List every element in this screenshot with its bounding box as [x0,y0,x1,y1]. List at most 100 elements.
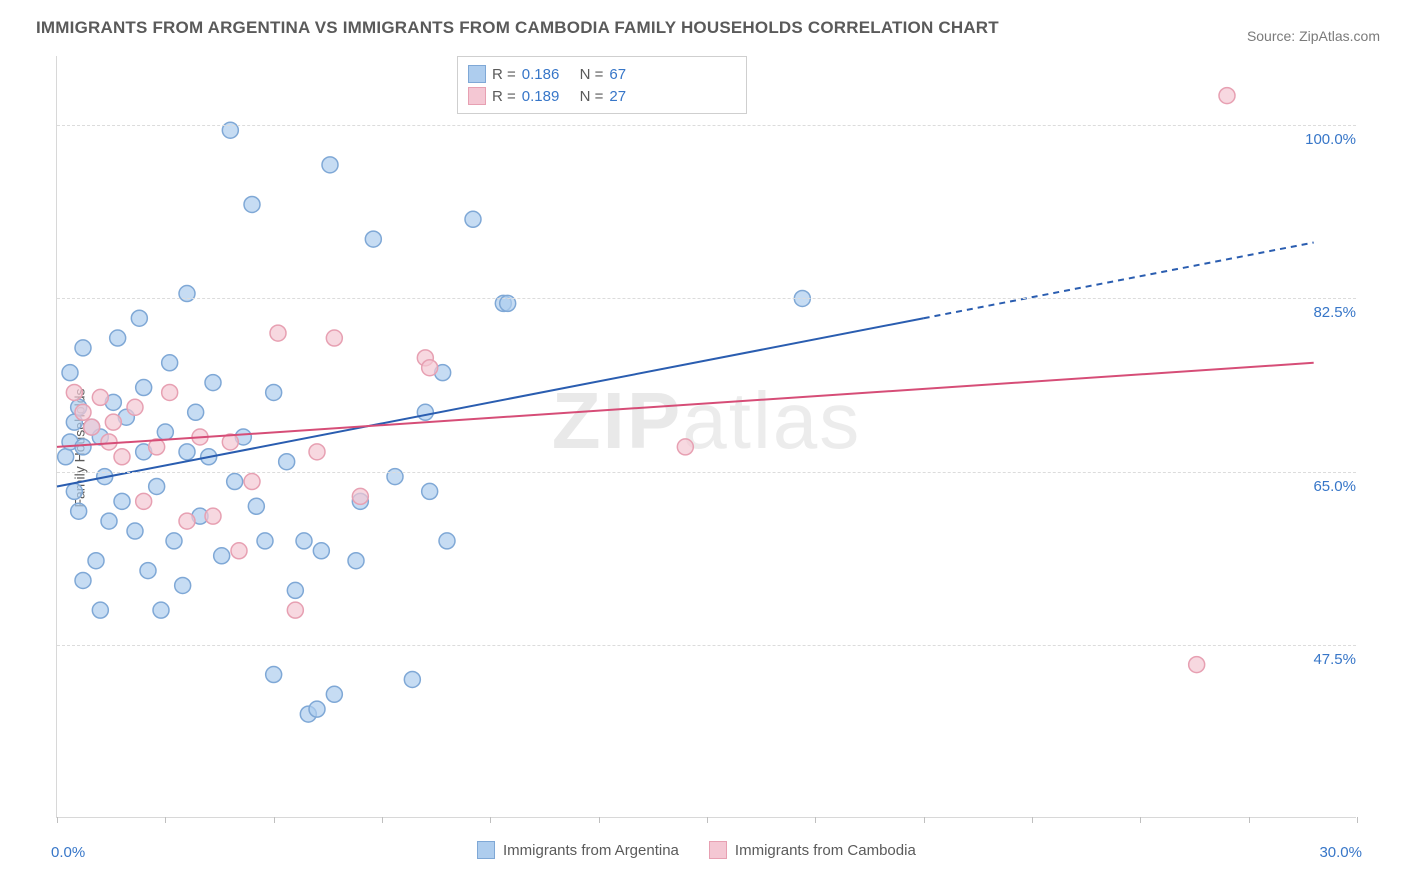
scatter-point [175,577,191,593]
scatter-point [214,548,230,564]
scatter-point [348,553,364,569]
chart-title: IMMIGRANTS FROM ARGENTINA VS IMMIGRANTS … [36,18,999,38]
scatter-point [352,488,368,504]
r-label: R = [492,66,516,83]
scatter-point [422,360,438,376]
scatter-point [309,701,325,717]
scatter-point [270,325,286,341]
scatter-point [287,602,303,618]
scatter-point [84,419,100,435]
scatter-point [75,340,91,356]
scatter-point [326,686,342,702]
legend-item-cambodia: Immigrants from Cambodia [709,841,916,859]
scatter-point [62,365,78,381]
scatter-point [248,498,264,514]
scatter-point [140,563,156,579]
chart-plot-area: ZIPatlas R = 0.186 N = 67 R = 0.189 N = … [56,56,1356,818]
scatter-point [244,196,260,212]
scatter-point [58,449,74,465]
x-tick [1357,817,1358,823]
scatter-point [322,157,338,173]
x-tick [274,817,275,823]
scatter-point [179,444,195,460]
gridline [57,645,1356,646]
scatter-point [227,474,243,490]
scatter-point [75,572,91,588]
swatch-argentina-bottom [477,841,495,859]
scatter-point [677,439,693,455]
scatter-point [127,523,143,539]
scatter-point [309,444,325,460]
x-tick [815,817,816,823]
x-tick [382,817,383,823]
scatter-point [257,533,273,549]
x-axis-min-label: 0.0% [51,844,85,861]
x-tick [165,817,166,823]
scatter-point [92,602,108,618]
scatter-point [365,231,381,247]
scatter-point [166,533,182,549]
scatter-point [131,310,147,326]
scatter-point [313,543,329,559]
r-value-cambodia: 0.189 [522,88,560,105]
x-tick [1140,817,1141,823]
legend-label-argentina: Immigrants from Argentina [503,842,679,859]
x-tick [924,817,925,823]
scatter-point [266,667,282,683]
scatter-point [162,384,178,400]
y-tick-label: 47.5% [1313,651,1356,668]
trendline-extrapolated [924,243,1314,319]
scatter-point [1189,657,1205,673]
scatter-point [136,493,152,509]
scatter-point [110,330,126,346]
scatter-point [114,449,130,465]
r-label: R = [492,88,516,105]
scatter-point [75,439,91,455]
swatch-cambodia-bottom [709,841,727,859]
scatter-point [179,513,195,529]
scatter-plot-svg [57,56,1356,817]
scatter-point [88,553,104,569]
scatter-point [75,404,91,420]
x-tick [1249,817,1250,823]
legend-label-cambodia: Immigrants from Cambodia [735,842,916,859]
scatter-point [114,493,130,509]
scatter-point [149,478,165,494]
scatter-point [417,404,433,420]
scatter-point [1219,88,1235,104]
x-tick [57,817,58,823]
x-tick [599,817,600,823]
x-tick [707,817,708,823]
scatter-point [404,671,420,687]
scatter-point [205,375,221,391]
source-attribution: Source: ZipAtlas.com [1247,28,1380,44]
gridline [57,298,1356,299]
y-tick-label: 65.0% [1313,478,1356,495]
bottom-legend: Immigrants from Argentina Immigrants fro… [477,841,916,859]
trendline [57,318,924,486]
scatter-point [162,355,178,371]
scatter-point [422,483,438,499]
x-axis-max-label: 30.0% [1319,844,1362,861]
n-value-cambodia: 27 [609,88,626,105]
scatter-point [105,414,121,430]
correlation-legend-box: R = 0.186 N = 67 R = 0.189 N = 27 [457,56,747,114]
scatter-point [465,211,481,227]
scatter-point [231,543,247,559]
n-label: N = [580,66,604,83]
scatter-point [153,602,169,618]
scatter-point [244,474,260,490]
scatter-point [205,508,221,524]
scatter-point [66,483,82,499]
swatch-cambodia [468,87,486,105]
x-tick [490,817,491,823]
scatter-point [296,533,312,549]
r-value-argentina: 0.186 [522,66,560,83]
scatter-point [279,454,295,470]
y-tick-label: 100.0% [1305,131,1356,148]
n-value-argentina: 67 [609,66,626,83]
legend-row-argentina: R = 0.186 N = 67 [468,63,736,85]
scatter-point [66,384,82,400]
scatter-point [266,384,282,400]
scatter-point [127,399,143,415]
